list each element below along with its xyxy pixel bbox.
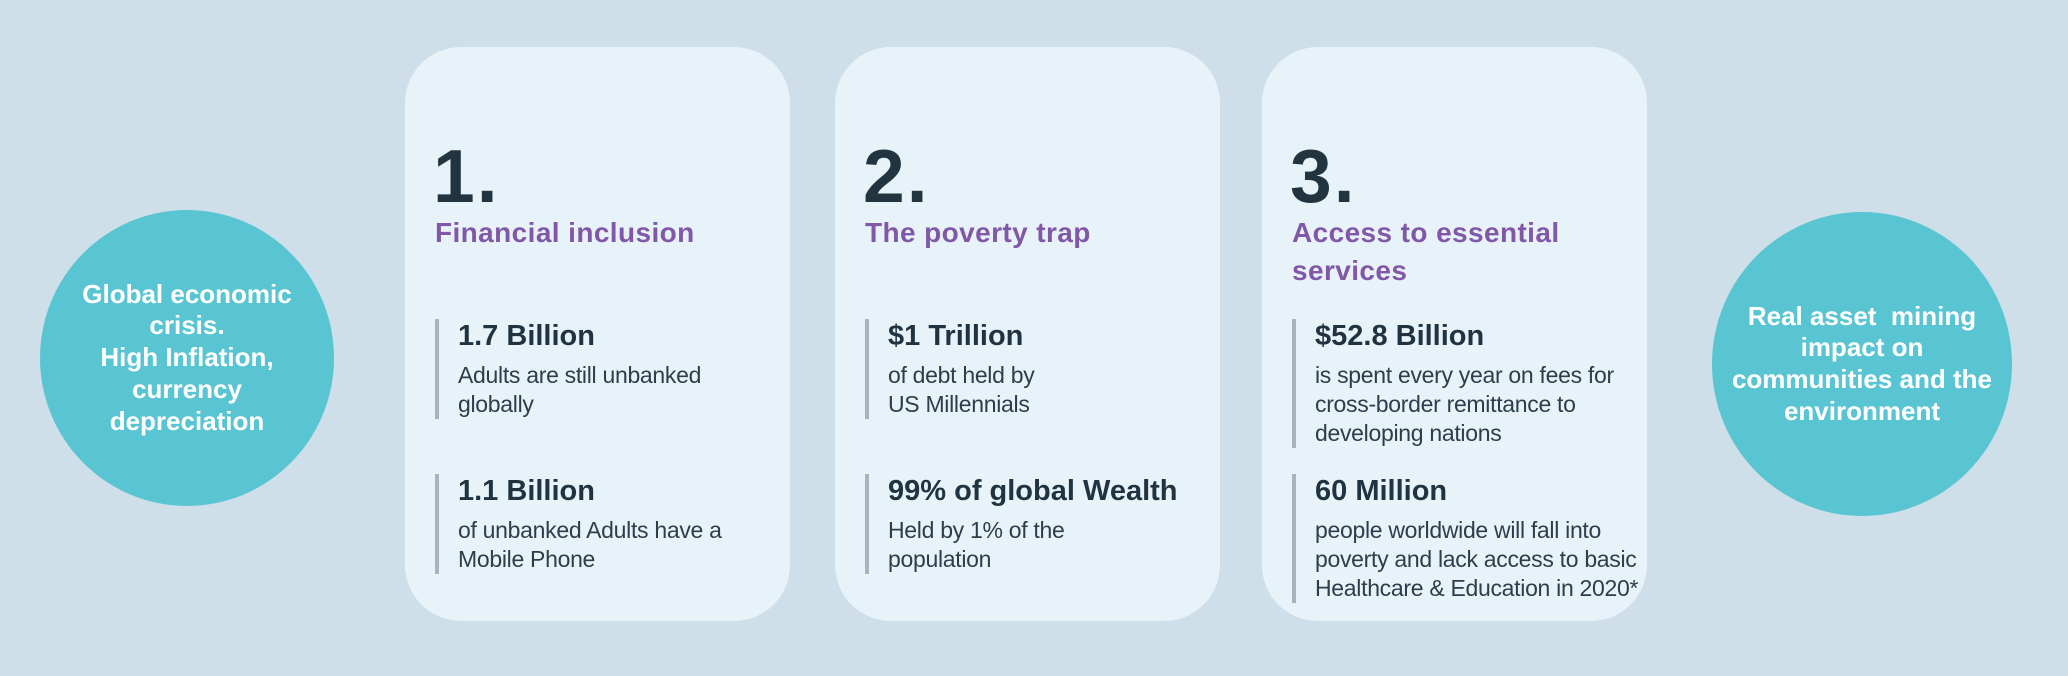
stat-description: of debt held by US Millennials <box>888 361 1035 417</box>
stat-item: $1 Trillion of debt held by US Millennia… <box>865 319 1228 420</box>
stat-value: 1.7 Billion <box>458 320 595 352</box>
stat-description: of unbanked Adults have a Mobile Phone <box>458 516 722 572</box>
stat-value: $1 Trillion <box>888 320 1024 352</box>
card-title: Financial inclusion <box>435 217 695 248</box>
card-access-essential-services: 3. Access to essential services $52.8 Bi… <box>1262 47 1647 621</box>
stat-description: people worldwide will fall into poverty … <box>1315 516 1639 602</box>
stat-value: 1.1 Billion <box>458 475 595 507</box>
stat-item: 1.7 Billion Adults are still unbanked gl… <box>435 319 798 420</box>
stat-value: 60 Million <box>1315 475 1448 507</box>
stat-description: Adults are still unbanked globally <box>458 361 702 417</box>
stat-item: 1.1 Billion of unbanked Adults have a Mo… <box>435 474 798 575</box>
stat-description: Held by 1% of the population <box>888 516 1065 572</box>
stat-item: 99% of global Wealth Held by 1% of the p… <box>865 474 1228 575</box>
mining-impact-circle-text: Real asset mining impact on communities … <box>1731 300 1993 426</box>
mining-impact-circle: Real asset mining impact on communities … <box>1712 212 2012 516</box>
stat-value: $52.8 Billion <box>1315 320 1485 352</box>
stat-item: $52.8 Billion is spent every year on fee… <box>1292 319 1655 449</box>
card-number: 1. <box>433 134 500 218</box>
global-crisis-circle: Global economic crisis. High Inflation, … <box>40 210 334 506</box>
card-number: 2. <box>863 134 930 218</box>
stat-item: 60 Million people worldwide will fall in… <box>1292 474 1655 604</box>
stat-description: is spent every year on fees for cross-bo… <box>1315 361 1614 447</box>
card-title: The poverty trap <box>865 217 1091 248</box>
stat-value: 99% of global Wealth <box>888 475 1178 507</box>
card-poverty-trap: 2. The poverty trap $1 Trillion of debt … <box>835 47 1220 621</box>
card-number: 3. <box>1290 134 1357 218</box>
card-title: Access to essential services <box>1292 217 1560 286</box>
global-crisis-circle-text: Global economic crisis. High Inflation, … <box>82 278 292 436</box>
card-financial-inclusion: 1. Financial inclusion 1.7 Billion Adult… <box>405 47 790 621</box>
